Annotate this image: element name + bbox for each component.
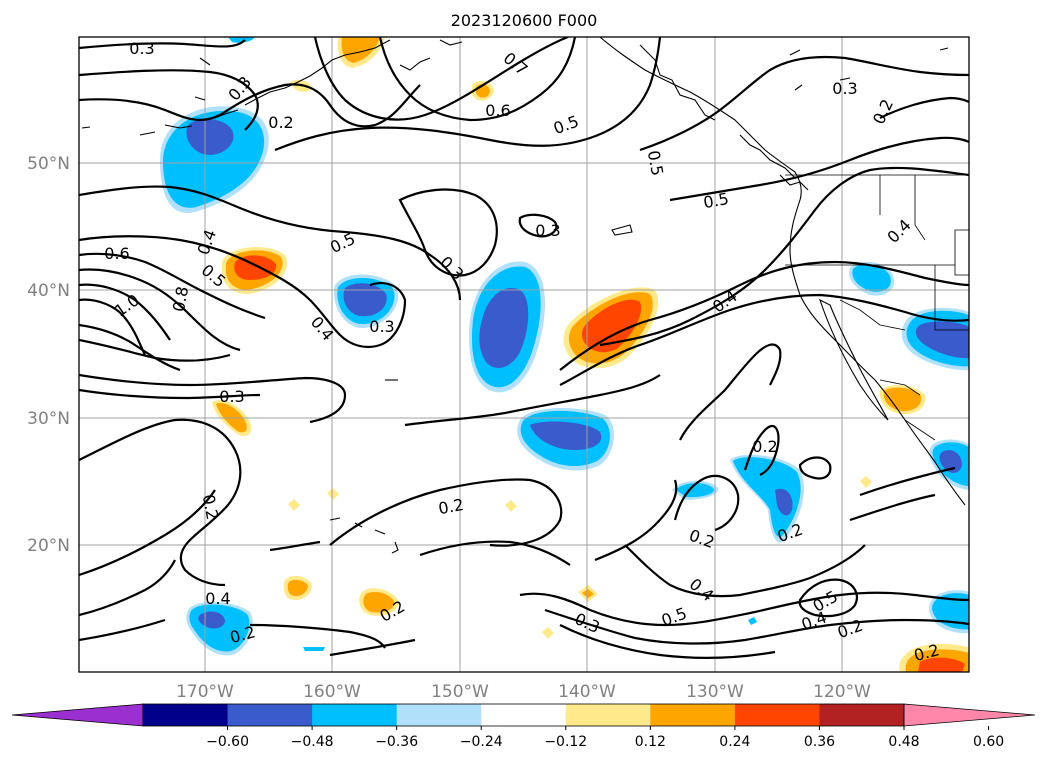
contour-label: 0.6	[485, 101, 510, 120]
contour-label: 0.3	[129, 39, 154, 58]
contour-label: 0.3	[535, 221, 560, 240]
colorbar-tick-label: −0.48	[291, 734, 334, 750]
colorbar-tick-label: −0.36	[375, 734, 418, 750]
contour-label: 0.5	[702, 189, 730, 212]
colorbar-segment	[396, 704, 482, 726]
contour-label: 0.3	[832, 79, 857, 98]
contour-label: 0.2	[199, 493, 222, 521]
colorbar-tick-label: −0.24	[460, 734, 503, 750]
lat-label-40n: 40°N	[27, 281, 70, 301]
colorbar-segment	[227, 704, 313, 726]
contour-label: 0.4	[205, 589, 230, 608]
graticule	[79, 37, 969, 672]
lat-label-50n: 50°N	[27, 154, 70, 174]
contour-label: 0.6	[104, 244, 129, 263]
colorbar-segment	[565, 704, 651, 726]
map-frame	[78, 36, 970, 673]
contour-label: 0.3	[369, 317, 394, 336]
positive-anomaly-shading	[212, 37, 969, 672]
colorbar-tick-label: 0.36	[804, 734, 835, 750]
colorbar-segment	[734, 704, 820, 726]
colorbar-tick-label: −0.12	[544, 734, 587, 750]
lon-label-140w: 140°W	[558, 682, 616, 702]
colorbar-frame	[142, 703, 905, 727]
colorbar-segment	[312, 704, 398, 726]
lon-label-130w: 130°W	[686, 682, 744, 702]
map-area: 0.3 0.3 0.2 0.7 0.6 0.5 0.3 0.2 0.5 0.5 …	[79, 37, 969, 672]
contour-label: 0.3	[219, 387, 244, 406]
colorbar-extend-high	[903, 703, 1036, 727]
lon-label-170w: 170°W	[176, 682, 234, 702]
colorbar-tick-label: 0.60	[973, 734, 1004, 750]
colorbar-tick-label: −0.60	[206, 734, 249, 750]
colorbar-segment	[143, 704, 229, 726]
contour-label: 0.5	[644, 149, 667, 177]
lon-label-150w: 150°W	[431, 682, 489, 702]
negative-anomaly-shading	[160, 37, 969, 656]
map-title: 2023120600 F000	[451, 11, 598, 30]
lon-label-160w: 160°W	[303, 682, 361, 702]
contour-label: 0.2	[268, 113, 293, 132]
colorbar-segment	[481, 704, 567, 726]
lat-label-30n: 30°N	[27, 409, 70, 429]
colorbar-tick-label: 0.48	[888, 734, 919, 750]
lat-label-20n: 20°N	[27, 536, 70, 556]
longitude-labels: 170°W 160°W 150°W 140°W 130°W 120°W	[176, 682, 871, 702]
latitude-labels: 50°N 40°N 30°N 20°N	[27, 154, 70, 556]
colorbar: −0.60 −0.48 −0.36 −0.24 −0.12 0.12 0.24 0.36 0.4…	[11, 703, 1036, 750]
colorbar-tick-label: 0.12	[635, 734, 666, 750]
contour-label: 0.2	[752, 437, 777, 456]
colorbar-extend-low	[11, 703, 144, 727]
contour-label: 0.8	[169, 285, 192, 313]
colorbar-tick-label: 0.24	[719, 734, 750, 750]
lon-label-120w: 120°W	[813, 682, 871, 702]
colorbar-segment	[819, 704, 905, 726]
colorbar-segment	[650, 704, 736, 726]
contour-lines	[79, 37, 969, 659]
contour-label: 0.2	[437, 495, 465, 518]
